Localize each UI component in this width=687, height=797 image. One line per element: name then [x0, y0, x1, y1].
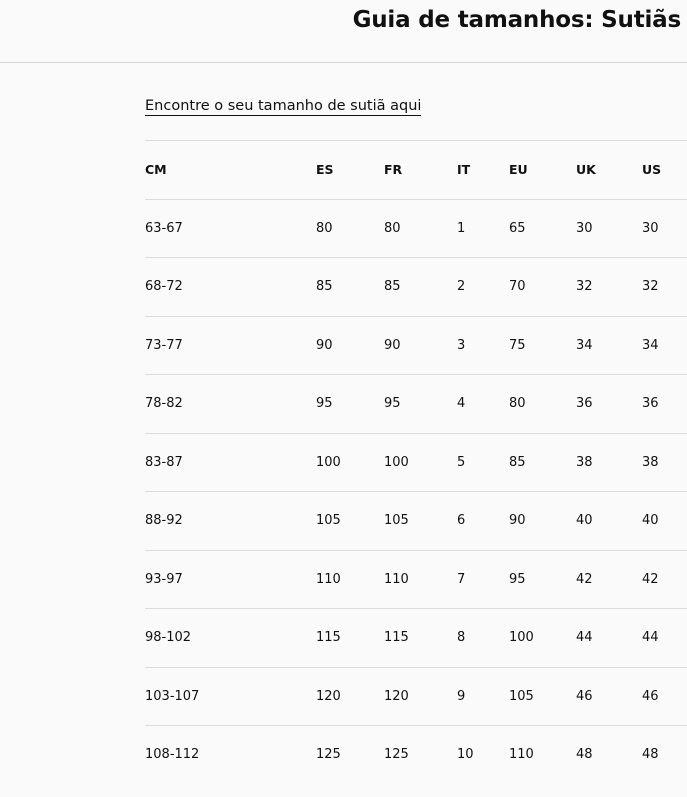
table-row: 98-102 115 115 8 100 44 44	[145, 608, 687, 667]
cell-uk: 44	[576, 630, 593, 645]
cell-eu: 85	[509, 454, 526, 470]
cell-fr: 95	[384, 396, 401, 411]
table-row: 78-82 95 95 4 80 36 36	[145, 374, 687, 433]
cell-eu: 95	[509, 571, 526, 587]
cell-es: 105	[316, 513, 341, 528]
cell-es: 110	[316, 571, 341, 587]
cell-eu: 65	[509, 220, 526, 236]
cell-it: 7	[457, 571, 466, 587]
cell-cm: 93-97	[145, 571, 183, 587]
table-row: 73-77 90 90 3 75 34 34	[145, 315, 687, 375]
cell-eu: 105	[509, 688, 534, 704]
cell-fr: 115	[384, 630, 409, 645]
cell-it: 8	[457, 630, 466, 645]
cell-uk: 32	[576, 279, 593, 294]
column-header-cm: CM	[145, 162, 167, 177]
column-header-eu: EU	[509, 162, 528, 177]
cell-us: 34	[642, 337, 659, 353]
cell-cm: 83-87	[145, 454, 183, 470]
cell-es: 120	[316, 688, 341, 704]
cell-us: 42	[642, 571, 659, 587]
cell-uk: 46	[576, 688, 593, 704]
cell-eu: 90	[509, 513, 526, 528]
cell-cm: 63-67	[145, 220, 183, 236]
page-title: Guia de tamanhos: Sutiãs	[352, 7, 682, 33]
cell-it: 9	[457, 688, 466, 704]
size-table: CM ES FR IT EU UK US 63-67 80 80 1 65 30 30 68-72 85 85…	[145, 140, 687, 784]
cell-it: 6	[457, 513, 466, 528]
table-row: 68-72 85 85 2 70 32 32	[145, 257, 687, 316]
cell-uk: 40	[576, 513, 593, 528]
cell-uk: 34	[576, 337, 593, 353]
column-header-us: US	[642, 162, 662, 177]
cell-us: 36	[642, 396, 659, 411]
table-header-row: CM ES FR IT EU UK US	[145, 140, 687, 199]
cell-cm: 78-82	[145, 396, 183, 411]
cell-cm: 103-107	[145, 688, 200, 704]
cell-es: 100	[316, 454, 341, 470]
cell-eu: 110	[509, 747, 534, 762]
cell-fr: 105	[384, 513, 409, 528]
cell-us: 32	[642, 279, 659, 294]
cell-eu: 70	[509, 279, 526, 294]
cell-us: 44	[642, 630, 659, 645]
cell-uk: 36	[576, 396, 593, 411]
cell-es: 80	[316, 220, 333, 236]
column-header-es: ES	[316, 162, 334, 177]
cell-eu: 100	[509, 630, 534, 645]
cell-us: 48	[642, 747, 659, 762]
table-row: 63-67 80 80 1 65 30 30	[145, 198, 687, 258]
cell-es: 85	[316, 279, 333, 294]
cell-cm: 88-92	[145, 513, 183, 528]
table-row: 88-92 105 105 6 90 40 40	[145, 491, 687, 550]
cell-uk: 30	[576, 220, 593, 236]
cell-es: 90	[316, 337, 333, 353]
column-header-fr: FR	[384, 162, 403, 177]
cell-es: 125	[316, 747, 341, 762]
find-size-link[interactable]: Encontre o seu tamanho de sutiã aqui	[145, 98, 422, 116]
cell-fr: 125	[384, 747, 409, 762]
cell-cm: 108-112	[145, 747, 200, 762]
cell-fr: 80	[384, 220, 401, 236]
cell-fr: 110	[384, 571, 409, 587]
cell-eu: 80	[509, 396, 526, 411]
table-row: 93-97 110 110 7 95 42 42	[145, 549, 687, 609]
cell-us: 38	[642, 454, 659, 470]
table-row: 83-87 100 100 5 85 38 38	[145, 432, 687, 492]
cell-fr: 85	[384, 279, 401, 294]
cell-it: 5	[457, 454, 466, 470]
cell-uk: 38	[576, 454, 593, 470]
column-header-it: IT	[457, 162, 471, 177]
header-divider	[0, 62, 687, 63]
cell-cm: 98-102	[145, 630, 192, 645]
cell-us: 30	[642, 220, 659, 236]
cell-it: 3	[457, 337, 466, 353]
column-header-uk: UK	[576, 162, 596, 177]
cell-fr: 100	[384, 454, 409, 470]
cell-fr: 120	[384, 688, 409, 704]
cell-it: 2	[457, 279, 466, 294]
cell-it: 1	[457, 220, 466, 236]
cell-cm: 68-72	[145, 279, 183, 294]
cell-it: 10	[457, 747, 474, 762]
cell-uk: 42	[576, 571, 593, 587]
cell-us: 40	[642, 513, 659, 528]
cell-eu: 75	[509, 337, 526, 353]
cell-uk: 48	[576, 747, 593, 762]
cell-es: 95	[316, 396, 333, 411]
cell-us: 46	[642, 688, 659, 704]
cell-it: 4	[457, 396, 466, 411]
table-row: 103-107 120 120 9 105 46 46	[145, 666, 687, 726]
table-row: 108-112 125 125 10 110 48 48	[145, 725, 687, 784]
cell-es: 115	[316, 630, 341, 645]
cell-fr: 90	[384, 337, 401, 353]
cell-cm: 73-77	[145, 337, 183, 353]
